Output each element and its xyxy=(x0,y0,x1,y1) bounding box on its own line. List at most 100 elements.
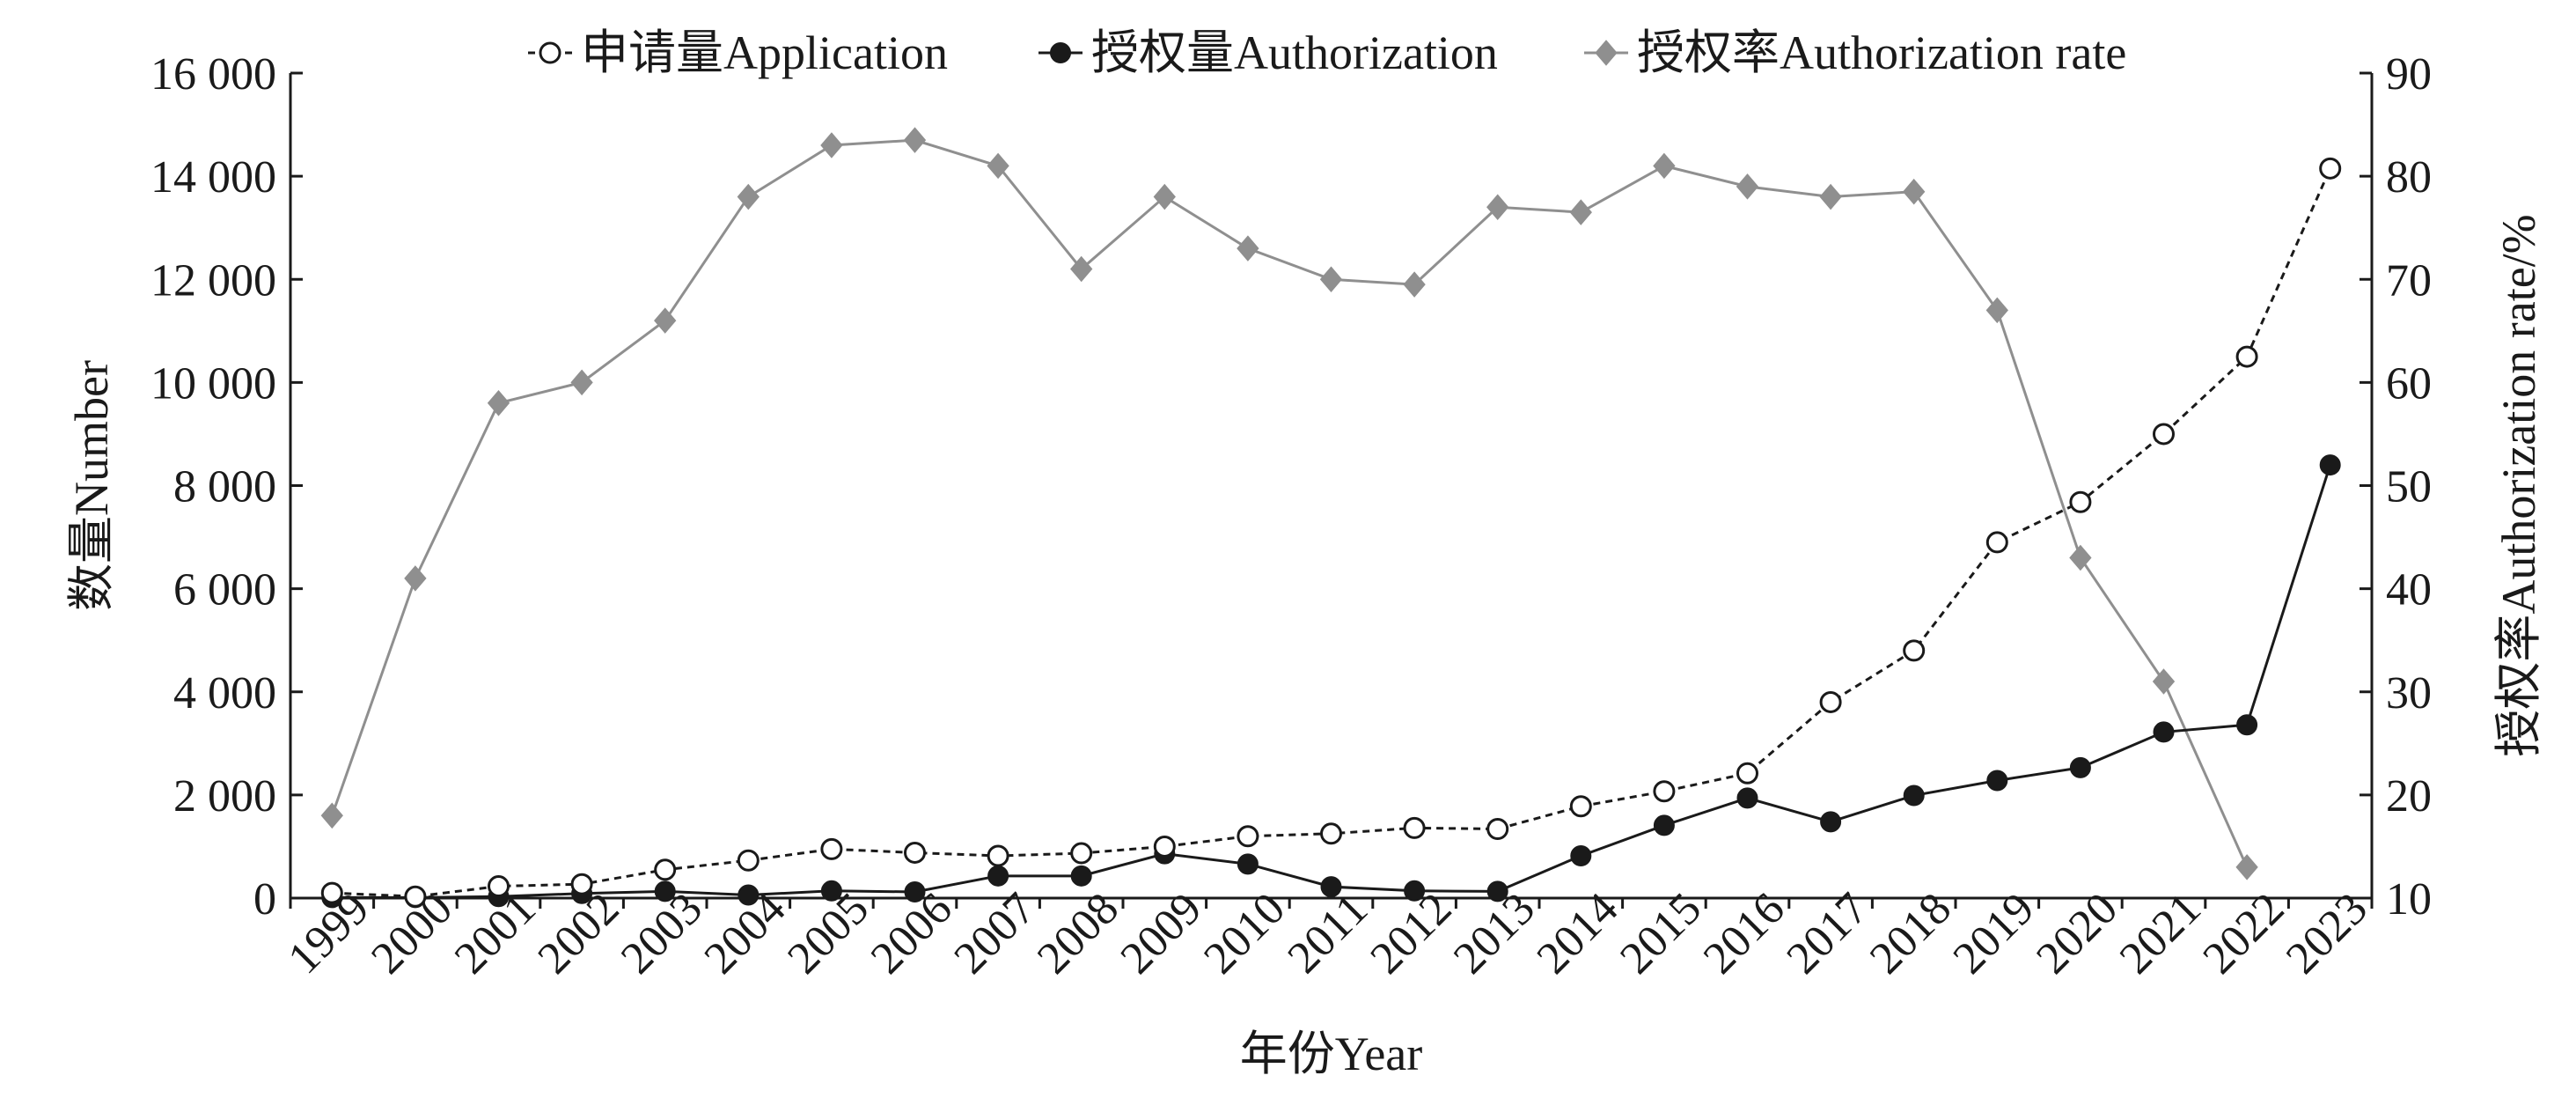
right-y-ticks: 10 20 30 40 50 60 70 80 90 xyxy=(2359,49,2432,925)
data-point xyxy=(1736,762,1758,785)
data-point xyxy=(904,880,926,902)
series-3 xyxy=(320,127,2258,880)
left-y-tick-label: 8 000 xyxy=(173,462,276,512)
data-point xyxy=(1070,255,1093,283)
data-point xyxy=(1819,690,1842,713)
data-point xyxy=(1403,816,1426,839)
data-point xyxy=(2152,668,2176,695)
data-point xyxy=(1736,173,1759,200)
data-point xyxy=(820,880,842,902)
data-point xyxy=(1570,844,1592,866)
data-point xyxy=(1569,795,1592,818)
legend-item: 授权率Authorization rate xyxy=(1584,26,2126,79)
data-point xyxy=(2235,854,2258,880)
right-y-tick-label: 40 xyxy=(2386,565,2432,615)
right-y-tick-label: 50 xyxy=(2386,462,2432,512)
data-point xyxy=(1486,880,1508,902)
data-point xyxy=(1320,822,1342,845)
data-point xyxy=(2153,721,2175,743)
legend-swatch-marker xyxy=(1050,42,1071,63)
data-point xyxy=(987,844,1009,867)
data-point xyxy=(320,802,343,829)
left-y-axis-title: 数量Number xyxy=(65,360,118,611)
series-2 xyxy=(321,454,2341,909)
data-point xyxy=(1985,531,2008,554)
data-point xyxy=(1070,842,1093,865)
left-y-tick-label: 10 000 xyxy=(150,358,276,409)
data-point xyxy=(1903,178,1926,205)
data-point xyxy=(1237,825,1259,848)
legend: 申请量Application 授权量Authorization 授权率Authori… xyxy=(528,26,2126,79)
data-point xyxy=(570,369,593,396)
x-axis: 1999200020012002200320042005200620072008… xyxy=(279,883,2377,983)
data-point xyxy=(1070,865,1092,887)
legend-swatch-marker xyxy=(539,41,561,64)
data-point xyxy=(488,875,510,898)
data-point xyxy=(570,873,593,895)
series-layer xyxy=(320,127,2342,909)
data-point xyxy=(654,858,677,881)
right-y-tick-label: 10 xyxy=(2386,874,2432,925)
data-point xyxy=(1903,785,1925,807)
data-point xyxy=(737,183,760,210)
data-point xyxy=(1153,183,1176,210)
data-point xyxy=(1903,639,1926,662)
legend-item: 申请量Application xyxy=(528,26,948,79)
data-point xyxy=(487,390,510,416)
data-point xyxy=(2235,345,2258,368)
data-point xyxy=(404,565,427,592)
right-y-tick-label: 30 xyxy=(2386,668,2432,718)
data-point xyxy=(820,132,843,158)
data-point xyxy=(1237,853,1259,875)
right-y-tick-label: 90 xyxy=(2386,49,2432,99)
data-point xyxy=(654,880,676,902)
data-point xyxy=(1319,266,1343,293)
data-point xyxy=(1736,787,1758,809)
data-point xyxy=(2069,490,2092,513)
left-y-tick-label: 0 xyxy=(253,874,276,925)
right-y-axis-title: 授权率Authorization rate/% xyxy=(2492,214,2545,756)
right-y-tick-label: 20 xyxy=(2386,771,2432,821)
data-point xyxy=(2153,423,2175,446)
left-y-ticks: 0 2 000 4 000 6 000 8 000 10 000 12 000 14 000 1… xyxy=(150,49,303,925)
data-point xyxy=(654,307,677,334)
data-point xyxy=(404,885,427,908)
left-y-tick-label: 16 000 xyxy=(150,49,276,99)
data-point xyxy=(820,837,843,860)
legend-swatch-marker xyxy=(1595,40,1618,66)
data-point xyxy=(2319,454,2341,476)
right-y-axis: 10 20 30 40 50 60 70 80 90 xyxy=(2359,49,2432,925)
left-y-tick-label: 12 000 xyxy=(150,255,276,306)
data-point xyxy=(1320,876,1342,898)
left-y-tick-label: 2 000 xyxy=(173,771,276,821)
x-axis-title: 年份Year xyxy=(1240,1028,1423,1080)
data-point xyxy=(1486,194,1509,221)
data-point xyxy=(1819,183,1842,210)
data-point xyxy=(904,841,926,864)
legend-label: 授权率Authorization rate xyxy=(1637,26,2126,79)
data-point xyxy=(987,152,1009,180)
left-y-tick-label: 4 000 xyxy=(173,668,276,718)
left-y-axis: 0 2 000 4 000 6 000 8 000 10 000 12 000 14 000 1… xyxy=(150,49,303,925)
left-y-tick-label: 6 000 xyxy=(173,565,276,615)
series-line xyxy=(330,138,2249,868)
data-point xyxy=(320,881,343,904)
data-point xyxy=(1237,235,1259,262)
legend-item: 授权量Authorization xyxy=(1038,26,1498,79)
legend-label: 授权量Authorization xyxy=(1091,26,1498,79)
data-point xyxy=(738,884,760,906)
data-point xyxy=(1404,880,1426,902)
data-point xyxy=(2319,157,2342,180)
data-point xyxy=(1985,297,2008,324)
data-point xyxy=(737,849,760,872)
data-point xyxy=(1153,835,1176,858)
data-point xyxy=(1820,811,1842,833)
data-point xyxy=(2069,544,2092,571)
right-y-tick-label: 60 xyxy=(2386,358,2432,409)
data-point xyxy=(1653,152,1676,180)
data-point xyxy=(2069,756,2091,778)
legend-label: 申请量Application xyxy=(581,26,948,79)
data-point xyxy=(903,127,927,153)
data-point xyxy=(1403,271,1426,298)
